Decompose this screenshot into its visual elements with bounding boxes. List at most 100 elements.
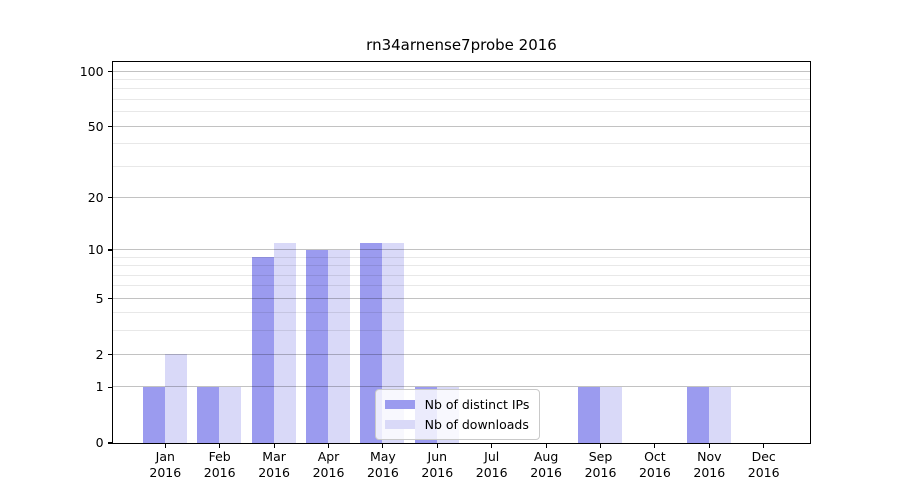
bar-distinct-ips-sep xyxy=(578,386,601,443)
legend-item-distinct-ips: Nb of distinct IPs xyxy=(384,396,530,412)
gridline-minor-40 xyxy=(112,143,810,145)
y-tick-label-100: 100 xyxy=(79,63,104,79)
gridline-major-10 xyxy=(112,249,810,251)
x-tick-label-month: Aug xyxy=(533,449,559,464)
grid-layer xyxy=(112,62,810,443)
bar-downloads-apr xyxy=(328,249,351,443)
x-tick-jun xyxy=(436,444,438,449)
x-tick-label-month: Mar xyxy=(262,449,286,464)
y-tick-label-2: 2 xyxy=(95,346,104,362)
y-tick-label-5: 5 xyxy=(95,290,104,306)
x-tick-label-month: Jan xyxy=(155,449,175,464)
x-tick-jan xyxy=(164,444,166,449)
x-tick-mar xyxy=(273,444,275,449)
x-tick-label-month: Oct xyxy=(644,449,666,464)
y-tick-10 xyxy=(107,249,112,251)
x-tick-label-year: 2016 xyxy=(203,465,236,480)
y-tick-0 xyxy=(107,442,112,444)
x-tick-label-mar: Mar 2016 xyxy=(242,449,306,481)
x-tick-label-apr: Apr 2016 xyxy=(297,449,361,481)
legend-label-downloads: Nb of downloads xyxy=(424,416,529,432)
bar-distinct-ips-jan xyxy=(142,386,165,443)
legend-label-distinct-ips: Nb of distinct IPs xyxy=(424,396,530,412)
bar-downloads-jan xyxy=(164,354,187,443)
x-tick-label-year: 2016 xyxy=(530,465,562,480)
y-tick-label-1: 1 xyxy=(95,379,104,395)
x-tick-label-jul: Jul 2016 xyxy=(460,449,524,481)
bar-downloads-sep xyxy=(600,386,623,443)
x-tick-label-month: Apr xyxy=(317,449,340,464)
x-tick-label-year: 2016 xyxy=(312,465,345,480)
gridline-major-2 xyxy=(112,353,810,355)
x-tick-jul xyxy=(491,444,493,449)
y-tick-2 xyxy=(107,354,112,356)
bar-distinct-ips-nov xyxy=(686,386,709,443)
x-tick-label-year: 2016 xyxy=(366,465,399,480)
x-tick-nov xyxy=(708,444,710,449)
gridline-minor-70 xyxy=(112,98,810,100)
y-tick-label-0: 0 xyxy=(95,435,104,450)
plot-area: Nb of distinct IPs Nb of downloads xyxy=(111,60,811,444)
gridline-major-5 xyxy=(112,297,810,299)
x-tick-label-month: May xyxy=(369,449,396,464)
gridline-minor-90 xyxy=(112,78,810,80)
x-tick-aug xyxy=(545,444,547,449)
gridline-minor-6 xyxy=(112,285,810,287)
y-tick-50 xyxy=(107,125,112,128)
x-tick-label-year: 2016 xyxy=(149,465,182,480)
gridline-minor-80 xyxy=(112,88,810,90)
x-tick-oct xyxy=(654,444,656,449)
y-tick-1 xyxy=(107,386,112,388)
bar-downloads-feb xyxy=(219,386,242,443)
x-tick-label-year: 2016 xyxy=(638,465,671,480)
legend: Nb of distinct IPs Nb of downloads xyxy=(374,388,541,440)
x-tick-label-oct: Oct 2016 xyxy=(623,449,687,481)
gridline-minor-7 xyxy=(112,274,810,276)
x-tick-dec xyxy=(763,444,765,449)
x-tick-label-sep: Sep 2016 xyxy=(569,449,633,481)
x-tick-label-year: 2016 xyxy=(693,465,726,480)
bar-distinct-ips-apr xyxy=(306,249,329,443)
x-tick-sep xyxy=(599,444,602,449)
gridline-major-1 xyxy=(112,386,810,388)
legend-item-downloads: Nb of downloads xyxy=(384,416,530,432)
x-tick-label-month: Nov xyxy=(697,449,722,464)
gridline-major-50 xyxy=(112,125,810,127)
y-tick-20 xyxy=(107,197,112,199)
bar-distinct-ips-mar xyxy=(251,257,274,443)
gridline-major-100 xyxy=(112,70,810,72)
x-tick-may xyxy=(382,444,384,449)
x-tick-label-aug: Aug 2016 xyxy=(514,449,578,481)
y-tick-label-50: 50 xyxy=(87,118,104,134)
x-tick-apr xyxy=(327,444,330,449)
x-tick-label-dec: Dec 2016 xyxy=(732,449,796,481)
gridline-minor-4 xyxy=(112,312,810,314)
gridline-minor-9 xyxy=(112,256,810,258)
x-tick-label-month: Sep xyxy=(588,449,613,464)
legend-swatch-distinct-ips xyxy=(384,399,415,409)
bar-downloads-nov xyxy=(708,386,731,443)
y-tick-label-20: 20 xyxy=(87,189,104,205)
gridline-minor-3 xyxy=(112,330,810,332)
x-tick-label-month: Jun xyxy=(427,449,448,464)
x-tick-label-jan: Jan 2016 xyxy=(133,449,197,481)
x-tick-label-nov: Nov 2016 xyxy=(677,449,741,481)
x-tick-label-year: 2016 xyxy=(258,465,290,480)
chart-title: rn34arnense7probe 2016 xyxy=(366,36,557,54)
y-tick-label-10: 10 xyxy=(87,242,104,257)
gridline-minor-8 xyxy=(112,265,810,267)
bar-downloads-mar xyxy=(273,242,296,443)
x-tick-label-may: May 2016 xyxy=(351,449,415,481)
y-tick-100 xyxy=(107,70,112,73)
x-tick-label-jun: Jun 2016 xyxy=(405,449,469,481)
legend-swatch-downloads xyxy=(384,419,415,429)
x-tick-feb xyxy=(219,444,221,449)
gridline-major-20 xyxy=(112,196,810,198)
gridline-minor-30 xyxy=(112,165,810,167)
gridline-minor-60 xyxy=(112,111,810,113)
x-tick-label-year: 2016 xyxy=(584,465,617,480)
x-tick-label-year: 2016 xyxy=(421,465,454,480)
x-tick-label-month: Feb xyxy=(208,449,231,464)
bar-distinct-ips-feb xyxy=(197,386,220,443)
